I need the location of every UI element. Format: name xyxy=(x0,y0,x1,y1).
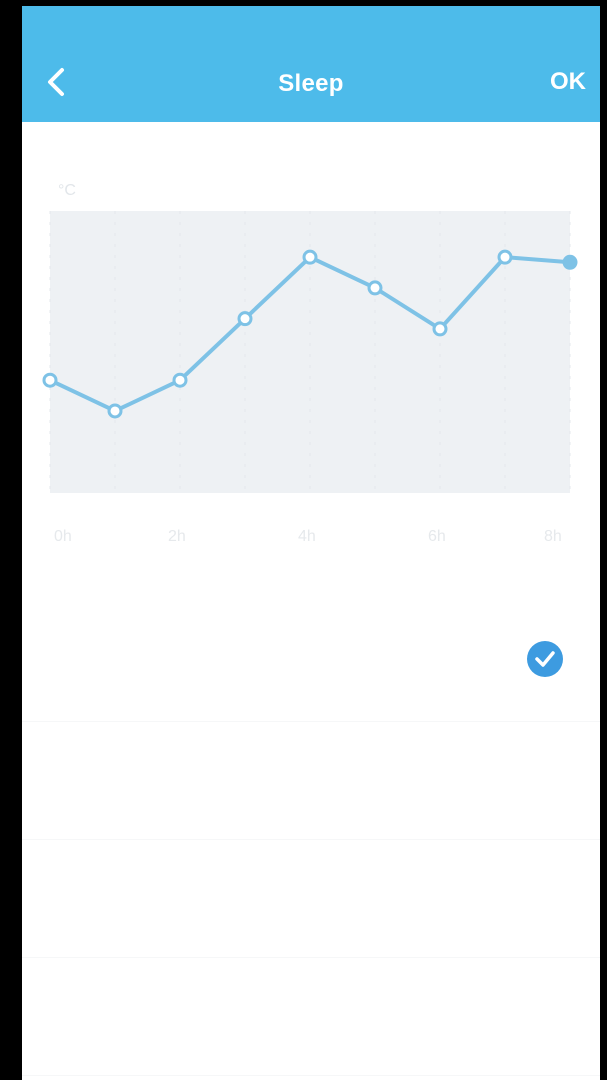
data-point[interactable] xyxy=(304,251,316,263)
x-tick-label: 4h xyxy=(298,528,316,546)
x-tick-label: 2h xyxy=(168,528,186,546)
data-point[interactable] xyxy=(564,256,576,268)
sleep-temperature-chart[interactable] xyxy=(22,6,600,606)
data-point[interactable] xyxy=(434,323,446,335)
x-tick-label: 6h xyxy=(428,528,446,546)
data-point[interactable] xyxy=(174,374,186,386)
x-tick-label: 0h xyxy=(54,528,72,546)
data-point[interactable] xyxy=(369,282,381,294)
list-item[interactable] xyxy=(22,722,600,840)
app-screen: Sleep OK °C 0h 2h 4h 6h 8h xyxy=(10,6,600,1080)
data-point[interactable] xyxy=(109,405,121,417)
x-tick-label: 8h xyxy=(544,528,562,546)
check-circle-icon[interactable] xyxy=(526,640,564,678)
data-point[interactable] xyxy=(499,251,511,263)
list-item[interactable] xyxy=(22,604,600,722)
data-point[interactable] xyxy=(239,313,251,325)
list-item[interactable] xyxy=(22,840,600,958)
list-item[interactable] xyxy=(22,958,600,1076)
data-point[interactable] xyxy=(44,374,56,386)
